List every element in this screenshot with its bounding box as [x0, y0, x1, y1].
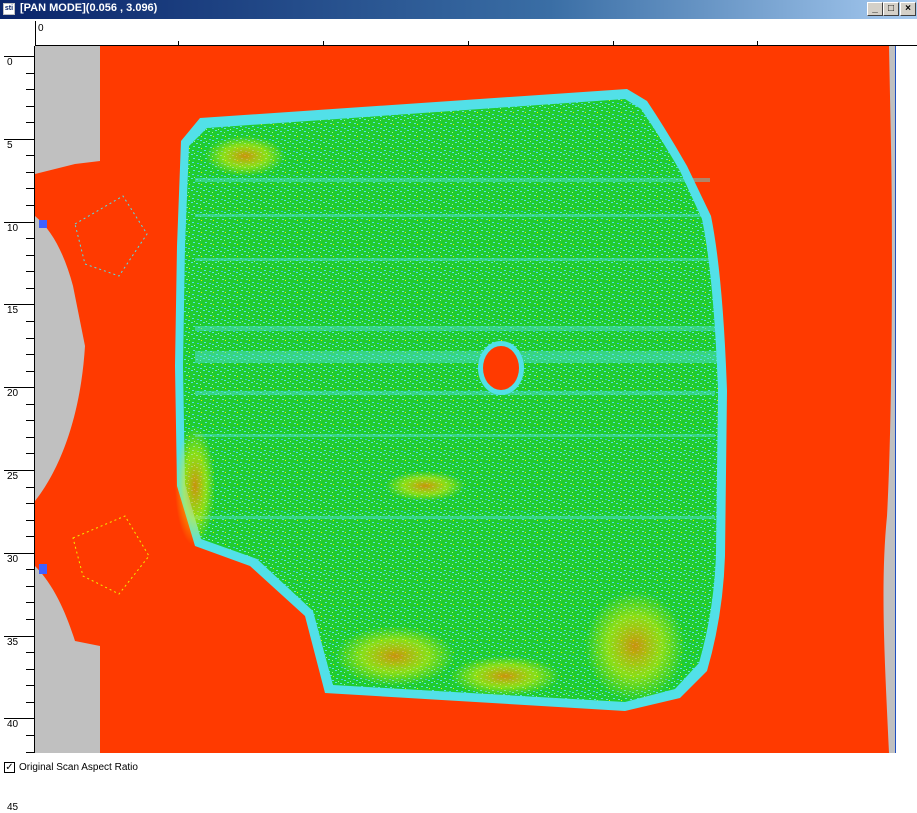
vertical-ruler-ticks [4, 46, 35, 753]
footer-bar [0, 753, 917, 776]
left-feature-upper [74, 195, 148, 277]
band-lines [195, 178, 720, 519]
aspect-ratio-label[interactable]: Original Scan Aspect Ratio [19, 762, 138, 773]
x-ruler-label: 0 [38, 23, 44, 34]
right-margin [895, 46, 917, 753]
y-ruler-label: 0 [7, 57, 13, 68]
y-ruler-label: 25 [7, 471, 19, 482]
part-interior [183, 99, 718, 702]
blue-mark-upper [39, 220, 47, 228]
y-ruler-label: 15 [7, 305, 19, 316]
right-border-line [895, 46, 896, 753]
y-ruler-label: 40 [7, 719, 19, 730]
unscanned-region-right [883, 46, 895, 753]
maximize-button[interactable]: □ [883, 2, 899, 16]
app-icon[interactable]: sti [3, 3, 15, 15]
window-title: [PAN MODE](0.056 , 3.096) [20, 2, 158, 14]
y-ruler-label: 20 [7, 388, 19, 399]
left-feature-lower [72, 515, 150, 595]
vertical-ruler: 0 5 10 15 20 25 30 35 40 45 [0, 46, 35, 813]
aspect-ratio-checkbox[interactable]: ✓ [4, 762, 15, 773]
y-ruler-label: 30 [7, 554, 19, 565]
unscanned-region-left [35, 46, 100, 753]
center-hole [483, 346, 519, 390]
scan-heatmap[interactable] [35, 46, 895, 753]
title-bar[interactable]: sti [PAN MODE](0.056 , 3.096) _ □ × [0, 0, 917, 19]
blue-mark-lower [39, 564, 47, 574]
hotspots [175, 136, 685, 701]
close-button[interactable]: × [900, 2, 916, 16]
y-ruler-label: 35 [7, 637, 19, 648]
horizontal-ruler-ticks [35, 21, 917, 46]
minimize-button[interactable]: _ [867, 2, 883, 16]
horizontal-ruler: 0 [35, 19, 917, 46]
scan-image[interactable] [35, 46, 895, 753]
y-ruler-label: 10 [7, 223, 19, 234]
y-ruler-label: 5 [7, 140, 13, 151]
y-ruler-label: 45 [7, 802, 19, 813]
